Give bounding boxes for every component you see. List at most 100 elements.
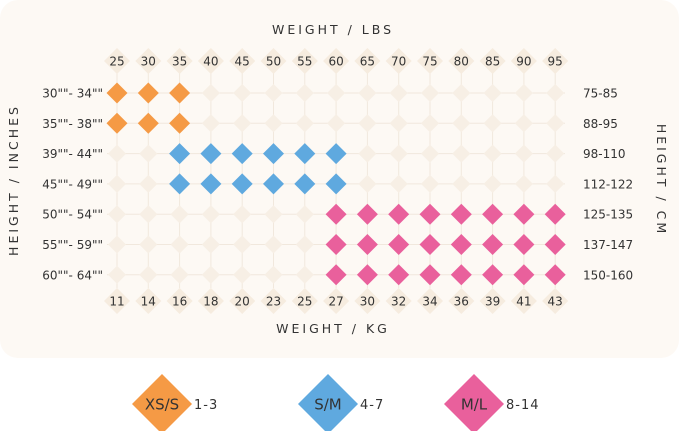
grid-node	[421, 114, 439, 133]
x-tick-lbs: 75	[422, 55, 437, 69]
header-cell	[166, 48, 193, 74]
x-tick-kg: 14	[141, 295, 156, 309]
marker-s-m	[169, 143, 191, 165]
y-tick-cm: 88-95	[583, 117, 618, 131]
header-cell	[510, 48, 537, 74]
x-tick-kg: 34	[422, 295, 437, 309]
grid-node	[201, 114, 220, 133]
grid-node	[358, 114, 377, 133]
footer-cell	[479, 288, 506, 314]
grid-node	[546, 174, 565, 193]
grid-node	[421, 84, 439, 102]
x-tick-kg: 11	[109, 295, 124, 309]
grid-node	[483, 114, 502, 133]
grid-node	[421, 174, 439, 193]
x-tick-lbs: 55	[297, 55, 312, 69]
marker-m-l	[544, 264, 566, 286]
grid-node	[108, 235, 126, 254]
grid-node	[421, 144, 439, 163]
grid-node	[327, 114, 346, 133]
marker-m-l	[356, 234, 378, 255]
x-tick-kg: 30	[360, 295, 375, 309]
grid-node	[108, 205, 126, 224]
x-tick-lbs: 65	[360, 55, 375, 69]
marker-m-l	[325, 264, 347, 286]
marker-m-l	[482, 203, 504, 225]
grid-node	[295, 235, 314, 254]
x-tick-lbs: 85	[485, 55, 500, 69]
y-tick-cm: 98-110	[583, 147, 626, 161]
grid-node	[452, 174, 471, 193]
grid-node	[389, 144, 408, 163]
x-tick-lbs: 25	[109, 55, 124, 69]
marker-s-m	[231, 173, 253, 195]
grid-node	[452, 84, 471, 102]
marker-s-m	[200, 143, 222, 165]
footer-cell	[197, 288, 224, 314]
header-cell	[354, 48, 381, 74]
header-cell	[229, 48, 256, 74]
x-tick-kg: 39	[485, 295, 500, 309]
legend-swatch	[132, 374, 192, 431]
grid-node	[514, 144, 533, 163]
marker-s-m	[294, 173, 316, 195]
grid-node	[108, 144, 126, 163]
grid-node	[139, 265, 158, 284]
footer-cell	[417, 288, 443, 314]
x-tick-kg: 36	[454, 295, 469, 309]
legend-range: 8-14	[506, 398, 540, 413]
grid-node	[483, 174, 502, 193]
marker-s-m	[294, 143, 316, 165]
grid-node	[295, 84, 314, 102]
grid-node	[201, 235, 220, 254]
y-tick-cm: 75-85	[583, 87, 618, 101]
y-tick-cm: 125-135	[583, 208, 633, 222]
x-tick-lbs: 35	[172, 55, 187, 69]
legend-label: XS/S	[145, 396, 179, 414]
grid-node	[139, 235, 158, 254]
legend-swatch	[298, 374, 358, 431]
y-axis-title-left: HEIGHT / INCHES	[6, 104, 21, 256]
grid-node	[264, 235, 283, 254]
grid-node	[546, 144, 565, 163]
grid-node	[295, 114, 314, 133]
grid-node	[358, 144, 377, 163]
x-tick-kg: 20	[235, 295, 250, 309]
grid-node	[452, 114, 471, 133]
header-cell	[104, 48, 130, 74]
grid-node	[546, 114, 565, 133]
header-cell	[197, 48, 224, 74]
footer-cell	[448, 288, 475, 314]
header-cell	[135, 48, 162, 74]
marker-m-l	[388, 264, 410, 286]
marker-m-l	[482, 264, 504, 286]
marker-m-l	[356, 264, 378, 286]
y-tick-inches: 60""- 64""	[42, 268, 103, 282]
legend-label: S/M	[314, 396, 342, 414]
grid-node	[295, 205, 314, 224]
footer-cell	[323, 288, 350, 314]
marker-m-l	[356, 203, 378, 225]
marker-m-l	[544, 203, 566, 225]
footer-cell	[260, 288, 287, 314]
x-tick-lbs: 60	[328, 55, 343, 69]
y-tick-inches: 45""- 49""	[42, 177, 103, 191]
header-cell	[260, 48, 287, 74]
x-tick-kg: 25	[297, 295, 312, 309]
grid-node	[201, 265, 220, 284]
x-tick-kg: 32	[391, 295, 406, 309]
marker-s-m	[231, 143, 253, 165]
y-tick-inches: 35""- 38""	[42, 117, 103, 131]
grid-node	[546, 84, 565, 102]
grid-node	[483, 84, 502, 102]
grid-node	[514, 84, 533, 102]
x-tick-lbs: 80	[454, 55, 469, 69]
y-tick-cm: 137-147	[583, 238, 633, 252]
grid-node	[358, 84, 377, 102]
grid-node	[264, 265, 283, 284]
grid-node	[295, 265, 314, 284]
marker-xs-s	[169, 112, 191, 134]
footer-cell	[354, 288, 381, 314]
grid-node	[108, 174, 126, 193]
